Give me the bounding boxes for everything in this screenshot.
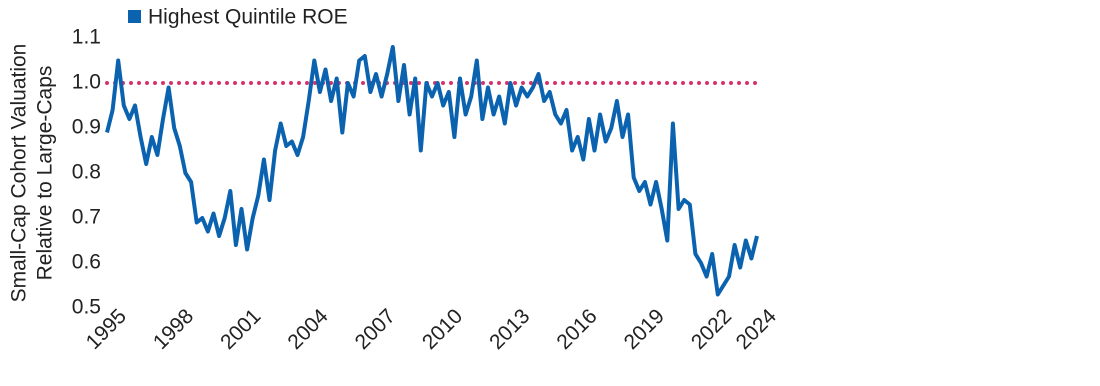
y-tick-label: 0.9 — [72, 116, 101, 139]
x-tick-label: 2010 — [418, 305, 467, 354]
y-tick-label: 0.8 — [72, 161, 101, 184]
x-tick-label: 2024 — [732, 304, 782, 354]
x-tick-label: 2019 — [620, 305, 669, 354]
series-line — [105, 45, 759, 297]
y-tick-label: 0.5 — [72, 296, 101, 319]
x-tick-label: 2004 — [283, 304, 333, 354]
y-tick-label: 1.1 — [72, 26, 101, 49]
x-tick-label: 2013 — [485, 305, 534, 354]
y-axis-label: Relative to Large-Caps — [34, 66, 57, 281]
x-tick-label: 2007 — [351, 305, 400, 354]
y-tick-label: 1.0 — [72, 71, 101, 94]
x-tick-label: 2022 — [687, 305, 736, 354]
y-axis-label: Small-Cap Cohort Valuation — [8, 44, 31, 303]
x-tick-label: 2001 — [216, 305, 265, 354]
legend-swatch — [128, 10, 141, 23]
y-tick-label: 0.7 — [72, 206, 101, 229]
x-tick-label: 2016 — [552, 305, 601, 354]
legend-label: Highest Quintile ROE — [148, 6, 348, 29]
y-tick-label: 0.6 — [72, 251, 101, 274]
x-tick-label: 1998 — [149, 305, 198, 354]
